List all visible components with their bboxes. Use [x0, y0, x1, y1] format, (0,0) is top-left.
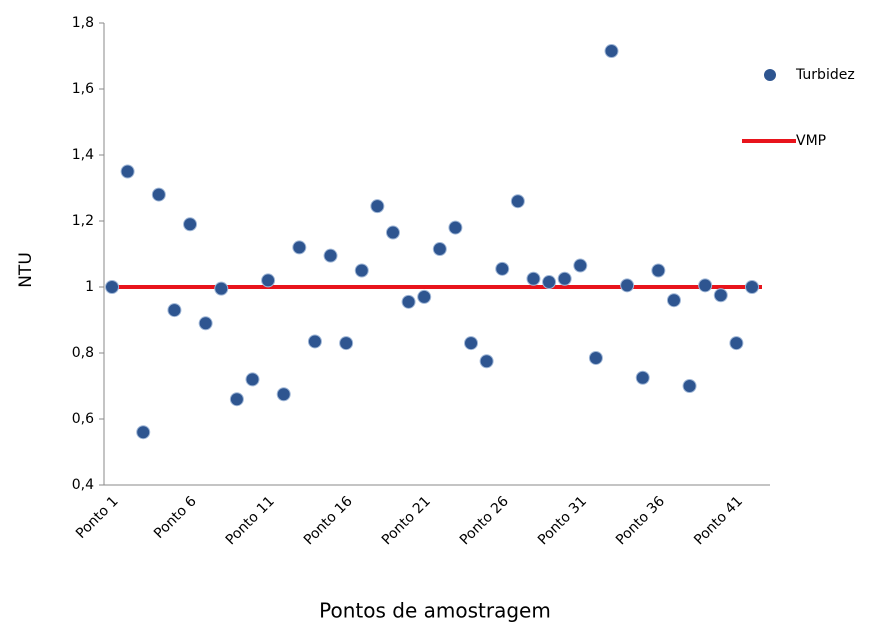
point [666, 293, 681, 308]
x-tick-label: Ponto 11 [223, 493, 278, 548]
point [151, 187, 166, 202]
legend-label: VMP [796, 133, 826, 149]
point [229, 392, 244, 407]
point [261, 273, 276, 288]
point [635, 370, 650, 385]
point [464, 336, 479, 351]
y-axis-title: NTU [16, 252, 36, 288]
point [448, 220, 463, 235]
point [588, 350, 603, 365]
point [557, 271, 572, 286]
point [745, 280, 759, 294]
y-tick-label: 1,8 [72, 15, 94, 31]
point [698, 278, 713, 293]
point [573, 258, 588, 273]
point [292, 240, 307, 255]
y-tick-label: 1,4 [72, 147, 94, 163]
point [276, 387, 291, 402]
point [526, 271, 541, 286]
point [136, 425, 151, 440]
y-tick-label: 1,6 [72, 81, 94, 97]
point [542, 275, 557, 290]
point [323, 248, 338, 263]
point [214, 281, 229, 296]
x-tick-label: Ponto 41 [691, 493, 746, 548]
point [729, 336, 744, 351]
point [651, 263, 666, 278]
y-tick-label: 1 [85, 279, 94, 295]
point [604, 44, 619, 59]
point [339, 336, 354, 351]
point [401, 294, 416, 309]
x-tick-label: Ponto 31 [535, 493, 590, 548]
point [682, 379, 697, 393]
point [495, 261, 510, 276]
point [198, 316, 213, 331]
point [120, 164, 135, 179]
x-axis-title: Pontos de amostragem [319, 599, 551, 623]
point [183, 217, 198, 232]
point [417, 289, 432, 304]
point [370, 199, 385, 214]
point [354, 263, 369, 278]
legend-marker [764, 69, 776, 81]
x-tick-label: Ponto 36 [613, 493, 668, 548]
x-tick-label: Ponto 6 [151, 493, 200, 542]
point [167, 303, 182, 318]
point [105, 280, 119, 294]
point [479, 354, 494, 369]
y-tick-label: 1,2 [72, 213, 94, 229]
y-tick-label: 0,8 [72, 345, 94, 361]
point [713, 288, 728, 303]
y-tick-label: 0,6 [72, 411, 94, 427]
point [245, 372, 260, 387]
point [307, 334, 322, 349]
x-tick-label: Ponto 1 [73, 493, 122, 542]
point [510, 194, 525, 209]
x-tick-label: Ponto 21 [379, 493, 434, 548]
x-tick-label: Ponto 16 [301, 493, 356, 548]
point [620, 278, 635, 293]
point [385, 225, 400, 240]
point [432, 242, 447, 257]
x-tick-label: Ponto 26 [457, 493, 512, 548]
legend-label: Turbidez [795, 67, 855, 83]
y-tick-label: 0,4 [72, 477, 94, 493]
